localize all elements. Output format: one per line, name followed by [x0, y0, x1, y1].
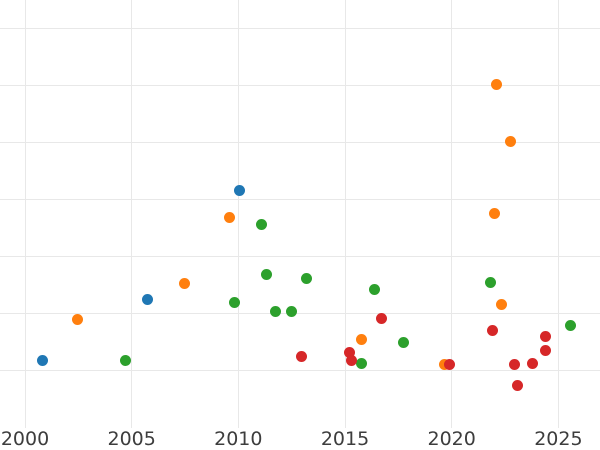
x-tick-label: 2000: [0, 428, 50, 450]
x-tick-label: 2010: [214, 428, 263, 450]
data-point-orange: [488, 208, 500, 220]
data-point-green: [301, 273, 313, 285]
data-point-green: [397, 337, 409, 349]
data-point-blue: [37, 355, 49, 367]
data-point-blue: [233, 185, 245, 197]
data-point-green: [269, 306, 281, 318]
data-point-red: [345, 355, 357, 367]
data-point-green: [564, 320, 576, 331]
x-tick-label: 2020: [427, 428, 476, 450]
data-point-green: [369, 284, 381, 296]
data-point-orange: [438, 359, 450, 371]
data-point-red: [344, 347, 356, 359]
vertical-gridline: [24, 0, 26, 428]
data-point-blue: [142, 293, 154, 305]
x-axis: 2000 2005 2010 2015 2020 2025: [0, 428, 600, 450]
data-point-red: [295, 351, 307, 363]
data-point-green: [484, 276, 496, 288]
plot-area: [0, 0, 600, 428]
data-point-red: [487, 324, 498, 336]
data-point-orange: [505, 135, 517, 147]
data-point-green: [356, 357, 368, 369]
horizontal-gridline: [0, 85, 600, 86]
horizontal-gridline: [0, 28, 600, 29]
x-tick-label: 2005: [107, 428, 156, 450]
data-point-green: [261, 269, 273, 281]
data-point-red: [508, 359, 520, 371]
data-point-red: [539, 345, 551, 357]
data-point-orange: [491, 79, 503, 91]
data-point-green: [228, 296, 240, 308]
horizontal-gridline: [0, 256, 600, 257]
data-point-red: [444, 359, 456, 371]
data-point-red: [512, 380, 524, 392]
x-tick-label: 2025: [534, 428, 583, 450]
horizontal-gridline: [0, 142, 600, 143]
horizontal-gridline: [0, 313, 600, 314]
vertical-gridline: [344, 0, 346, 428]
data-point-green: [120, 355, 132, 367]
data-point-orange: [179, 277, 191, 289]
data-point-red: [527, 358, 539, 370]
horizontal-gridline: [0, 370, 600, 371]
data-point-orange: [223, 212, 235, 224]
data-point-orange: [495, 298, 507, 310]
vertical-gridline: [131, 0, 133, 428]
data-point-orange: [72, 313, 84, 325]
vertical-gridline: [237, 0, 239, 428]
data-point-orange: [355, 334, 367, 346]
data-point-green: [286, 306, 298, 318]
vertical-gridline: [451, 0, 453, 428]
vertical-gridline: [557, 0, 559, 428]
data-point-red: [376, 313, 388, 325]
x-tick-label: 2015: [320, 428, 370, 450]
data-point-green: [256, 218, 268, 230]
horizontal-gridline: [0, 199, 600, 200]
data-point-red: [539, 330, 551, 342]
